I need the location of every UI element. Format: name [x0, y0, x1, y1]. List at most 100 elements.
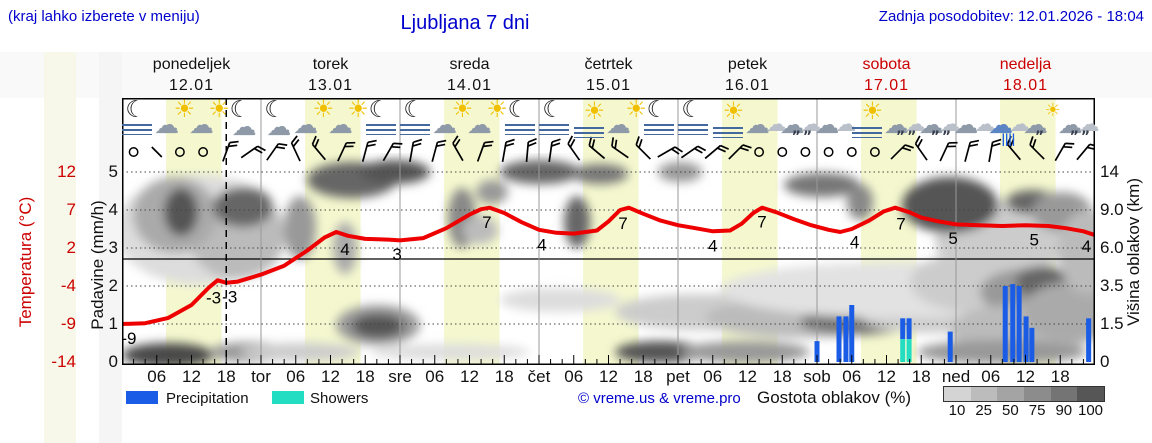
cloud-density-tick-50: 50 — [1002, 402, 1019, 419]
precip-bar — [1002, 286, 1008, 362]
cloud-density-tick-90: 90 — [1055, 402, 1073, 419]
fog-icon — [539, 124, 570, 135]
wind-barb-icon — [240, 145, 266, 159]
cloud-icon: ☁ — [154, 110, 180, 139]
time-label-2-12: 12 — [460, 367, 479, 386]
moonfog-weather-icon: ☾ — [538, 98, 574, 143]
day-name: ponedeljek — [152, 56, 231, 73]
precip-tick-0: 0 — [108, 352, 118, 371]
temp-value-label: 7 — [618, 214, 627, 233]
precip-axis-strip — [99, 52, 122, 443]
precip-bar — [1010, 284, 1016, 362]
precip-tick-5: 5 — [108, 162, 118, 181]
cloud-icon: ☁ — [1057, 110, 1083, 139]
wind-barb-icon — [501, 138, 515, 162]
drizzle-icon: ” — [1034, 129, 1047, 145]
copyright-link[interactable]: © vreme.us & vreme.pro — [578, 390, 741, 407]
day-header-sobota: sobota 17.01 — [817, 54, 956, 96]
calm-wind-icon — [128, 147, 139, 157]
wind-barb-icon — [964, 139, 980, 162]
temp-value-label: 4 — [850, 233, 859, 252]
cloud-icon: ☁ — [800, 112, 822, 136]
mooncloud-weather-icon: ☾ ☁ — [260, 98, 296, 143]
day-name: petek — [727, 56, 768, 73]
drizzle-icon: ”” — [895, 129, 919, 145]
temp-value-label: 4 — [537, 235, 546, 254]
cloud-density-field — [122, 160, 1095, 364]
precipitation-bars — [814, 284, 1092, 362]
precip-bar — [1086, 318, 1092, 362]
cloud-blob — [500, 160, 580, 184]
fog-icon — [400, 124, 431, 135]
temp-tick-7: 7 — [66, 200, 76, 219]
precip-bar — [836, 316, 842, 362]
temp-value-label: 4 — [708, 236, 717, 255]
wind-barb-icon — [914, 135, 928, 161]
cloud-icon: ☁ — [1022, 110, 1048, 139]
cloud-blob — [564, 196, 590, 248]
cloud-blob — [500, 288, 620, 312]
suncloud-weather-icon: ☀ ☁ — [466, 97, 508, 143]
gradient-cell — [1050, 387, 1078, 401]
cloud-weather-icon: ☁ ☁ — [744, 101, 787, 143]
showers-legend-label: Showers — [310, 390, 369, 407]
precip-tick-2: 2 — [108, 276, 118, 295]
moon-icon: ☾ — [368, 97, 390, 123]
weather-icon-row: ☾ ☀ ☁ ☀ ☁ ☾ ☁ ☾ ☁ ☀ ☁ ☀ ☁ ☾ ☾ ☀ ☁ ☀ ☁ ☾ ☾ ☀ ☀ ☁ ☾ ☾ ☀ ☁ ☁ ☁ ☁”” ☁ ☁ ☀ ☁ ☁””… — [122, 97, 1100, 146]
calm-wind-icon — [800, 147, 811, 157]
cloud-weather-icon: ☁ ☁ — [814, 101, 856, 143]
wind-barb-icon — [476, 140, 494, 162]
cloud-icon: ☁ — [953, 110, 979, 139]
cloud-blob — [680, 341, 810, 363]
wind-barb-row — [128, 135, 1095, 163]
wind-barb-icon — [680, 145, 707, 159]
cloud-blob — [284, 196, 316, 260]
km-tick-0: 0 — [1100, 352, 1110, 371]
time-label-0-12: 12 — [182, 367, 201, 386]
precip-tick-1: 1 — [108, 314, 118, 333]
precipitation-legend-label: Precipitation — [166, 390, 249, 407]
cloud-blob — [917, 340, 1087, 364]
cloud-blob — [784, 173, 860, 197]
cloud-icon: ☁ — [814, 110, 840, 139]
temp-tick-12: 12 — [57, 162, 76, 181]
time-label-2-06: 06 — [425, 367, 445, 386]
cloud-icon: ☁ — [466, 110, 492, 139]
wind-barb-icon — [452, 135, 464, 162]
precip-bar — [1016, 286, 1022, 362]
moon-icon: ☾ — [229, 97, 251, 123]
day-name: nedelja — [999, 56, 1052, 73]
day-name: torek — [312, 56, 349, 73]
temp-tick--14: -14 — [51, 352, 76, 371]
day-header-sreda: sreda 14.01 — [400, 54, 539, 96]
day-header-band — [0, 52, 1152, 98]
km-tick-3.5: 3.5 — [1100, 276, 1124, 295]
fog-icon — [504, 124, 535, 135]
time-label-4-06: 06 — [703, 367, 723, 386]
fog-icon — [713, 127, 744, 138]
calm-wind-icon — [777, 147, 788, 157]
fog-icon — [678, 124, 709, 135]
clouddrizzle-weather-icon: ☁ ☁”” — [883, 101, 926, 145]
day-header-ponedeljek: ponedeljek 12.01 — [122, 54, 261, 96]
cloud-density-tick-10: 10 — [948, 402, 966, 419]
cloudrain-weather-icon: ☁ ☁ |||| — [988, 101, 1030, 146]
temp-value-label: 4 — [1082, 237, 1091, 256]
time-label-2-18: 18 — [494, 367, 514, 386]
showers-swatch — [272, 391, 304, 404]
wind-barb-icon — [290, 135, 301, 162]
time-label-1-06: 06 — [286, 367, 306, 386]
gradient-cell — [944, 387, 971, 401]
wind-barb-icon — [525, 137, 537, 163]
cloud-icon: ☁ — [883, 110, 909, 139]
rain-cloud-icon: ☁ — [988, 110, 1014, 139]
wind-barb-icon — [431, 139, 447, 162]
suncloud-weather-icon: ☀ ☁ — [154, 97, 195, 143]
cloud-blob — [462, 216, 498, 244]
cloud-icon: ☁ — [744, 110, 770, 139]
suncloud-weather-icon: ☀ ☁ — [432, 97, 473, 143]
moonfog-weather-icon: ☾ — [504, 97, 540, 143]
cloud-blob — [1022, 282, 1095, 342]
moon-icon: ☾ — [507, 97, 529, 123]
